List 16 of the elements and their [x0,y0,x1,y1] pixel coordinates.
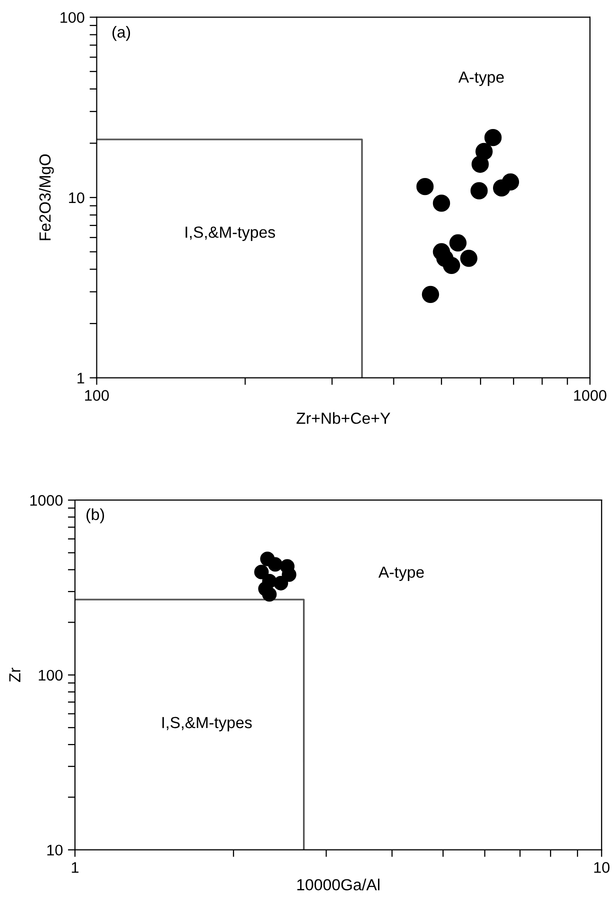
y-axis-title: Zr [9,668,20,682]
y-tick-label: 100 [38,670,63,681]
y-tick-label: 1000 [30,494,63,506]
x-axis-title: Zr+Nb+Ce+Y [296,412,390,424]
x-axis-title: 10000Ga/Al [297,878,380,890]
y-tick-label: 10 [69,192,84,204]
y-tick-label: 10 [47,844,63,856]
annotation: (a) [112,26,130,41]
y-tick-label: 1 [78,372,84,384]
y-tick-label: 100 [60,12,84,23]
annotation: I,S,&M-types [162,716,252,732]
y-axis-title: Fe2O3/MgO [38,154,54,240]
annotation: (b) [86,508,104,524]
annotation: I,S,&M-types [186,226,276,242]
annotation: A-type [378,566,424,581]
annotation: A-type [458,72,504,86]
